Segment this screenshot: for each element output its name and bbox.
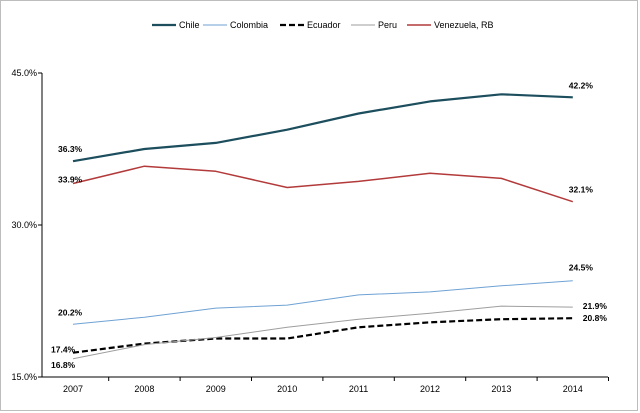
legend-label: Ecuador bbox=[307, 20, 341, 30]
y-tick-label: 45.0% bbox=[11, 68, 37, 78]
series-line-peru bbox=[72, 305, 573, 360]
series-line-venezuela-rb bbox=[72, 165, 574, 203]
x-tick-label: 2007 bbox=[63, 384, 83, 394]
x-tick-label: 2010 bbox=[277, 384, 297, 394]
data-label-ecuador: 20.8% bbox=[583, 313, 608, 323]
axes: 15.0% 30.0% 45.0% 2007 2008 2009 2010 2011 2012 2… bbox=[11, 68, 609, 394]
x-tick-label: 2014 bbox=[563, 384, 583, 394]
legend: Chile Colombia Ecuador Peru Venezuela, RB bbox=[152, 20, 494, 30]
series-line-chile bbox=[72, 93, 573, 163]
data-label-colombia: 24.5% bbox=[569, 263, 594, 273]
legend-label: Venezuela, RB bbox=[434, 20, 494, 30]
y-tick-label: 30.0% bbox=[11, 220, 37, 230]
legend-label: Chile bbox=[179, 20, 200, 30]
legend-item-peru: Peru bbox=[351, 20, 397, 30]
x-tick-label: 2009 bbox=[206, 384, 226, 394]
x-tick-label: 2013 bbox=[491, 384, 511, 394]
legend-label: Colombia bbox=[230, 20, 268, 30]
data-labels: 36.3% 42.2% 20.2% 24.5% 17.4% 20.8% 16.8% 21.9%… bbox=[51, 80, 607, 369]
legend-item-venezuela-rb: Venezuela, RB bbox=[407, 20, 494, 30]
legend-label: Peru bbox=[378, 20, 397, 30]
data-label-peru: 21.9% bbox=[583, 301, 608, 311]
data-label-chile: 36.3% bbox=[58, 144, 83, 154]
y-tick-label: 15.0% bbox=[11, 372, 37, 382]
x-tick-label: 2008 bbox=[134, 384, 154, 394]
data-label-venezuela-rb: 33.9% bbox=[58, 174, 83, 184]
data-label-colombia: 20.2% bbox=[58, 307, 83, 317]
legend-item-colombia: Colombia bbox=[203, 20, 268, 30]
x-tick-label: 2011 bbox=[349, 384, 368, 394]
data-label-venezuela-rb: 32.1% bbox=[569, 185, 594, 195]
data-label-ecuador: 17.4% bbox=[51, 345, 76, 355]
series-line-ecuador bbox=[72, 317, 573, 354]
series-line-colombia bbox=[72, 280, 573, 325]
x-tick-label: 2012 bbox=[420, 384, 440, 394]
data-label-chile: 42.2% bbox=[569, 80, 594, 90]
legend-item-ecuador: Ecuador bbox=[280, 20, 341, 30]
legend-item-chile: Chile bbox=[152, 20, 200, 30]
series-lines bbox=[72, 93, 574, 360]
data-label-peru: 16.8% bbox=[51, 360, 76, 370]
